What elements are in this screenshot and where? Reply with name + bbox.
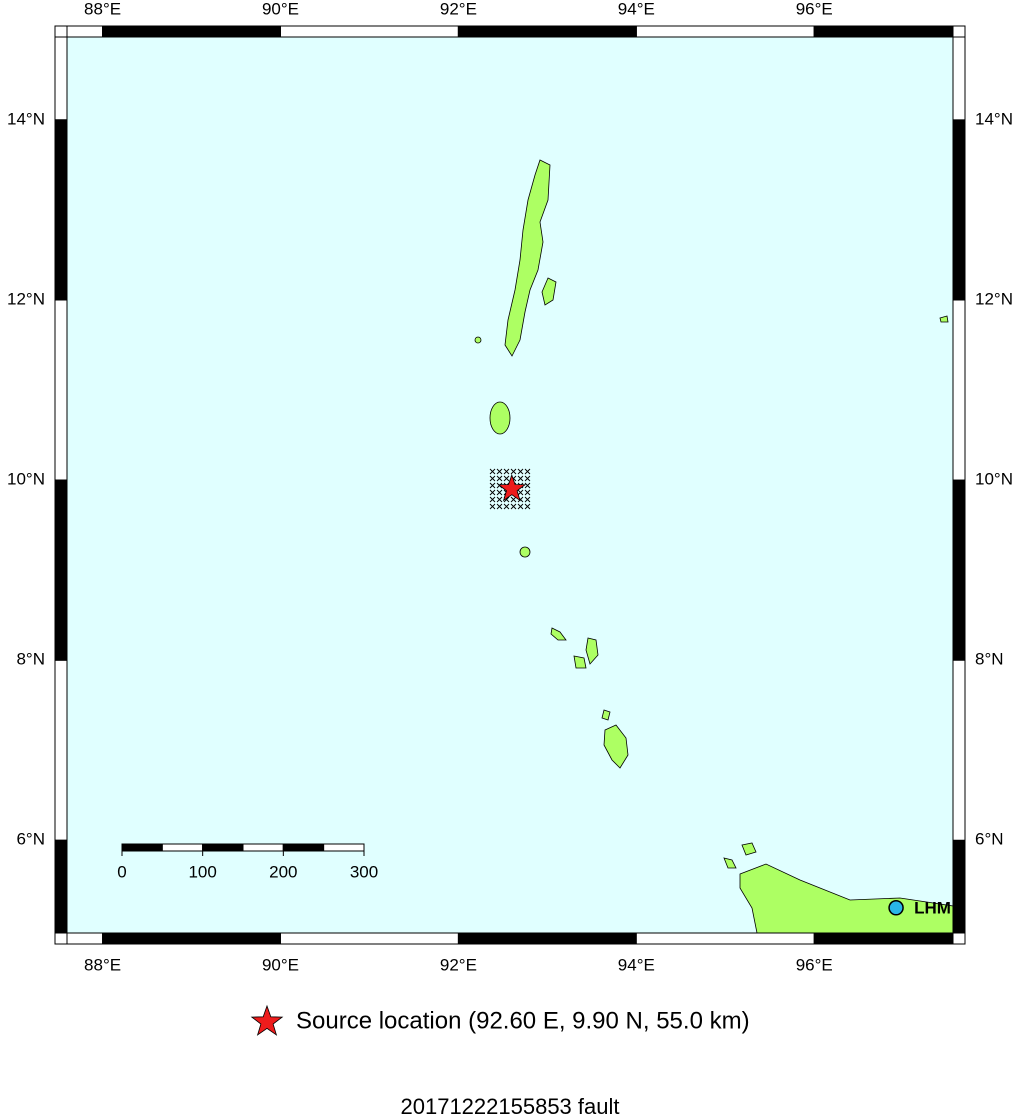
y-tick-label: 10°N — [7, 470, 45, 489]
frame-band — [66, 932, 104, 945]
frame-band — [54, 299, 68, 481]
frame-band — [952, 119, 966, 301]
x-tick-label: 90°E — [262, 955, 299, 974]
coastlines — [474, 159, 954, 934]
frame-band — [813, 932, 954, 945]
frame-band — [54, 479, 68, 661]
source-star — [497, 473, 527, 502]
frame-band — [952, 659, 966, 841]
frame-band — [102, 932, 281, 945]
station — [888, 900, 904, 916]
legend-label: Source location (92.60 E, 9.90 N, 55.0 k… — [296, 1007, 750, 1034]
scale-segment — [161, 843, 204, 852]
frame-band — [952, 839, 966, 934]
x-tick-label: 96°E — [796, 955, 833, 974]
frame-band — [279, 932, 459, 945]
y-tick-label: 14°N — [975, 109, 1013, 128]
x-tick-label: 90°E — [262, 0, 299, 18]
x-tick-label: 94°E — [618, 0, 655, 18]
scale-segment — [282, 843, 325, 852]
island — [550, 627, 567, 641]
title: 20171222155853 fault — [401, 1094, 620, 1119]
frame-band — [457, 25, 637, 38]
scale-segment — [323, 843, 365, 852]
x-tick-label: 96°E — [796, 0, 833, 18]
y-tick-label: 14°N — [7, 109, 45, 128]
frame-band — [54, 119, 68, 301]
frame-band — [635, 932, 815, 945]
y-tick-label: 10°N — [975, 470, 1013, 489]
frame-band — [279, 25, 459, 38]
scale-segment — [242, 843, 284, 852]
x-tick-label: 94°E — [618, 955, 655, 974]
legend-star — [250, 1004, 284, 1036]
island — [723, 857, 737, 869]
frame-band — [635, 25, 815, 38]
island — [939, 315, 949, 323]
island — [474, 336, 482, 344]
y-tick-label: 12°N — [7, 289, 45, 308]
x-tick-label: 92°E — [440, 0, 477, 18]
frame-band — [66, 25, 104, 38]
x-tick-label: 88°E — [84, 0, 121, 18]
scale-label: 300 — [350, 862, 378, 881]
frame-band — [54, 36, 68, 121]
island — [603, 724, 629, 769]
scale-segment — [202, 843, 244, 852]
x-tick-label: 92°E — [440, 955, 477, 974]
frame-band — [54, 659, 68, 841]
scale-label: 200 — [269, 862, 297, 881]
scale-label: 0 — [117, 862, 126, 881]
y-tick-label: 12°N — [975, 289, 1013, 308]
scale-segment — [121, 843, 163, 852]
frame-band — [457, 932, 637, 945]
island — [585, 637, 599, 665]
frame-band — [952, 36, 966, 121]
island — [541, 277, 557, 306]
island — [741, 842, 757, 856]
frame-band — [952, 479, 966, 661]
frame-band — [102, 25, 281, 38]
frame-band — [813, 25, 954, 38]
frame-band — [54, 839, 68, 934]
island — [519, 546, 531, 558]
island — [489, 401, 511, 435]
y-tick-label: 6°N — [16, 830, 45, 849]
y-tick-label: 8°N — [975, 650, 1004, 669]
y-tick-label: 8°N — [16, 650, 45, 669]
island — [601, 709, 611, 721]
frame-band — [952, 299, 966, 481]
scale-bar: 0 100 200 300 — [117, 843, 378, 881]
scale-label: 100 — [188, 862, 216, 881]
island — [573, 655, 587, 669]
island — [504, 159, 551, 357]
y-tick-label: 6°N — [975, 830, 1004, 849]
station-label: LHM — [914, 898, 951, 917]
x-tick-label: 88°E — [84, 955, 121, 974]
